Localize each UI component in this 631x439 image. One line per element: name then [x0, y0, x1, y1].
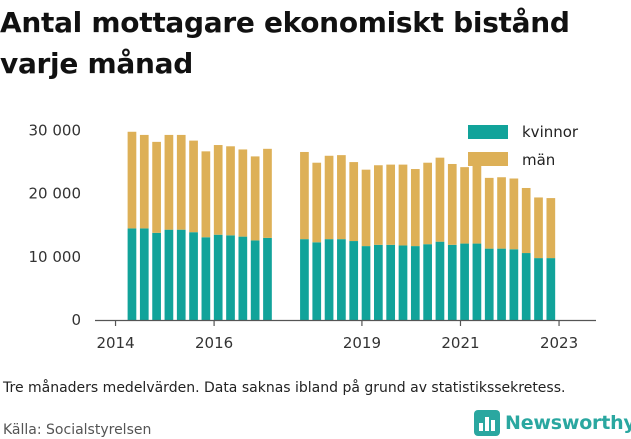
bar-man [398, 164, 408, 246]
bar-man [312, 162, 322, 243]
bar-man [484, 177, 494, 249]
bar-man [546, 198, 556, 259]
bar-kvinnor [226, 235, 235, 320]
bar-kvinnor [176, 229, 186, 320]
bar-man [435, 157, 445, 242]
bar-kvinnor [410, 246, 420, 320]
chart: 0 10 000 20 000 30 000 2014 2016 2019 2021 2023… [29, 122, 596, 352]
bar-man [386, 164, 396, 245]
bar-man [226, 146, 235, 236]
bar-kvinnor [127, 228, 137, 320]
bar-man [263, 148, 272, 238]
bar-man [152, 141, 161, 233]
bar-man [521, 187, 531, 254]
bar-kvinnor [361, 246, 371, 320]
bar-man [164, 134, 174, 230]
x-tick-label: 2023 [540, 334, 578, 352]
bar-kvinnor [238, 236, 248, 320]
bar-man [139, 134, 149, 229]
bar-kvinnor [324, 239, 334, 320]
bar-man [176, 134, 186, 230]
legend-swatch-kvinnor [468, 125, 508, 139]
bar-kvinnor [534, 258, 543, 320]
bar-kvinnor [164, 229, 174, 320]
bar-man [337, 155, 346, 240]
chart-title: Antal mottagare ekonomiskt bistånd varje… [0, 6, 570, 80]
bar-kvinnor [374, 244, 383, 320]
bar-kvinnor [484, 248, 494, 320]
brand-logo: Newsworthy [474, 410, 631, 436]
bar-kvinnor [398, 245, 408, 320]
bar-man [447, 163, 457, 245]
y-tick-label: 10 000 [29, 248, 82, 266]
bar-man [361, 169, 371, 247]
bar-man [201, 151, 211, 238]
y-tick-label: 20 000 [29, 185, 82, 203]
bar-kvinnor [201, 237, 211, 320]
x-axis: 2014 2016 2019 2021 2023 [95, 319, 596, 352]
bar-kvinnor [312, 242, 322, 320]
brand-name: Newsworthy [505, 412, 631, 434]
chart-note: Tre månaders medelvärden. Data saknas ib… [3, 380, 566, 396]
bar-man [250, 156, 260, 241]
bar-man [127, 131, 137, 229]
bar-kvinnor [139, 228, 149, 320]
bar-man [472, 164, 482, 244]
bars [127, 131, 556, 320]
bar-man [189, 140, 198, 233]
bar-kvinnor [509, 249, 519, 320]
bar-kvinnor [349, 241, 359, 320]
bar-man [238, 149, 248, 237]
legend: kvinnor män [468, 123, 579, 169]
bar-kvinnor [250, 240, 260, 320]
bar-kvinnor [263, 237, 272, 320]
bar-kvinnor [213, 234, 223, 320]
bar-man [300, 151, 309, 240]
bar-kvinnor [497, 248, 506, 320]
legend-label-man: män [522, 151, 555, 169]
y-axis: 0 10 000 20 000 30 000 [29, 122, 82, 330]
bar-kvinnor [189, 232, 198, 320]
bar-chart-logo-icon [474, 410, 500, 436]
bar-kvinnor [447, 244, 457, 320]
bar-man [349, 162, 359, 242]
x-tick-label: 2014 [96, 334, 134, 352]
bar-man [374, 165, 383, 245]
bar-kvinnor [435, 241, 445, 320]
legend-swatch-man [468, 152, 508, 166]
bar-man [497, 177, 506, 249]
legend-label-kvinnor: kvinnor [522, 123, 579, 141]
bar-kvinnor [472, 243, 482, 320]
x-tick-label: 2019 [343, 334, 381, 352]
bar-kvinnor [386, 244, 396, 320]
bar-man [509, 178, 519, 250]
y-tick-label: 0 [71, 311, 81, 329]
bar-man [213, 145, 223, 235]
y-tick-label: 30 000 [29, 122, 82, 140]
bar-man [534, 197, 543, 259]
x-tick-label: 2021 [441, 334, 479, 352]
source-text: Källa: Socialstyrelsen [3, 422, 152, 438]
bar-man [324, 155, 334, 240]
bar-kvinnor [460, 243, 469, 320]
bar-kvinnor [300, 239, 309, 320]
bar-kvinnor [546, 258, 556, 320]
bar-man [423, 162, 432, 245]
bar-kvinnor [152, 232, 161, 320]
bar-man [460, 167, 469, 244]
x-tick-label: 2016 [195, 334, 233, 352]
bar-man [410, 169, 420, 247]
bar-kvinnor [337, 239, 346, 320]
bar-kvinnor [423, 244, 432, 320]
bar-kvinnor [521, 253, 531, 320]
